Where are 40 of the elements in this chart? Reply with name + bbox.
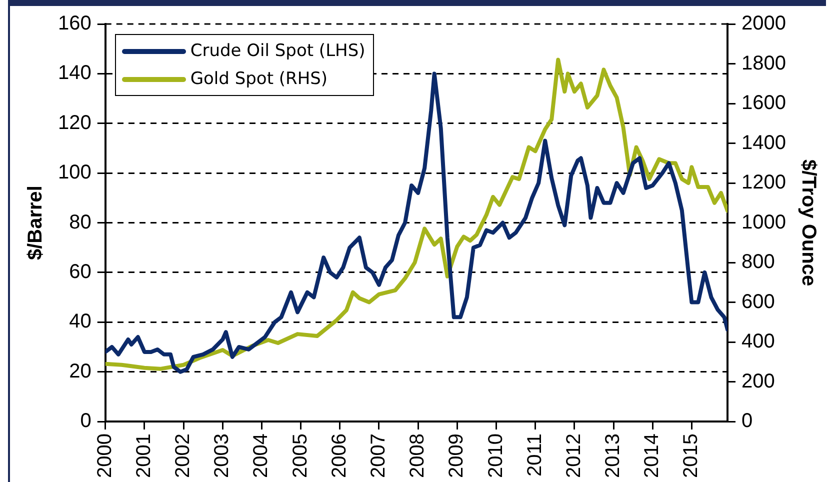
y-tick-label: 80 — [69, 211, 92, 234]
y2-tick-label: 1000 — [742, 211, 786, 234]
y2-tick-label: 800 — [742, 251, 775, 274]
y-tick-label: 120 — [58, 112, 92, 134]
x-tick-label: 2007 — [367, 434, 390, 478]
y-tick-label: 100 — [58, 162, 92, 184]
x-tick-label: 2011 — [524, 434, 546, 477]
y2-axis-title: $/Troy Ounce — [797, 159, 820, 286]
y2-tick-label: 1800 — [742, 52, 786, 74]
x-tick-label: 2005 — [289, 434, 312, 478]
y2-tick-label: 1600 — [742, 92, 786, 114]
x-tick-label: 2009 — [446, 434, 468, 478]
y-tick-label: 140 — [58, 62, 92, 84]
x-tick-label: 2015 — [680, 434, 702, 478]
y2-tick-label: 200 — [742, 370, 775, 392]
y2-tick-label: 0 — [742, 410, 753, 432]
y-tick-label: 160 — [58, 12, 92, 35]
x-tick-label: 2001 — [132, 434, 155, 478]
x-tick-label: 2004 — [250, 434, 272, 478]
y-tick-label: 0 — [80, 410, 92, 432]
x-tick-label: 2013 — [602, 434, 624, 478]
legend-label: Gold Spot (RHS) — [190, 69, 328, 89]
x-tick-label: 2006 — [328, 434, 350, 478]
y2-tick-label: 1200 — [742, 172, 786, 194]
y-tick-label: 20 — [69, 360, 92, 382]
y2-tick-label: 600 — [742, 290, 775, 313]
y2-tick-label: 1400 — [742, 132, 786, 154]
y-axis-title: $/Barrel — [24, 186, 47, 260]
y-tick-label: 60 — [69, 260, 92, 283]
x-tick-label: 2000 — [94, 434, 116, 478]
x-tick-label: 2002 — [172, 434, 194, 478]
x-tick-label: 2014 — [641, 434, 664, 478]
x-tick-label: 2003 — [211, 434, 234, 478]
y2-tick-label: 2000 — [742, 12, 786, 35]
y2-tick-label: 400 — [742, 330, 775, 353]
x-tick-label: 2008 — [406, 434, 429, 478]
legend-label: Crude Oil Spot (LHS) — [190, 41, 366, 61]
y-tick-label: 40 — [69, 310, 92, 333]
x-tick-label: 2010 — [484, 434, 507, 478]
x-tick-label: 2012 — [562, 434, 585, 478]
